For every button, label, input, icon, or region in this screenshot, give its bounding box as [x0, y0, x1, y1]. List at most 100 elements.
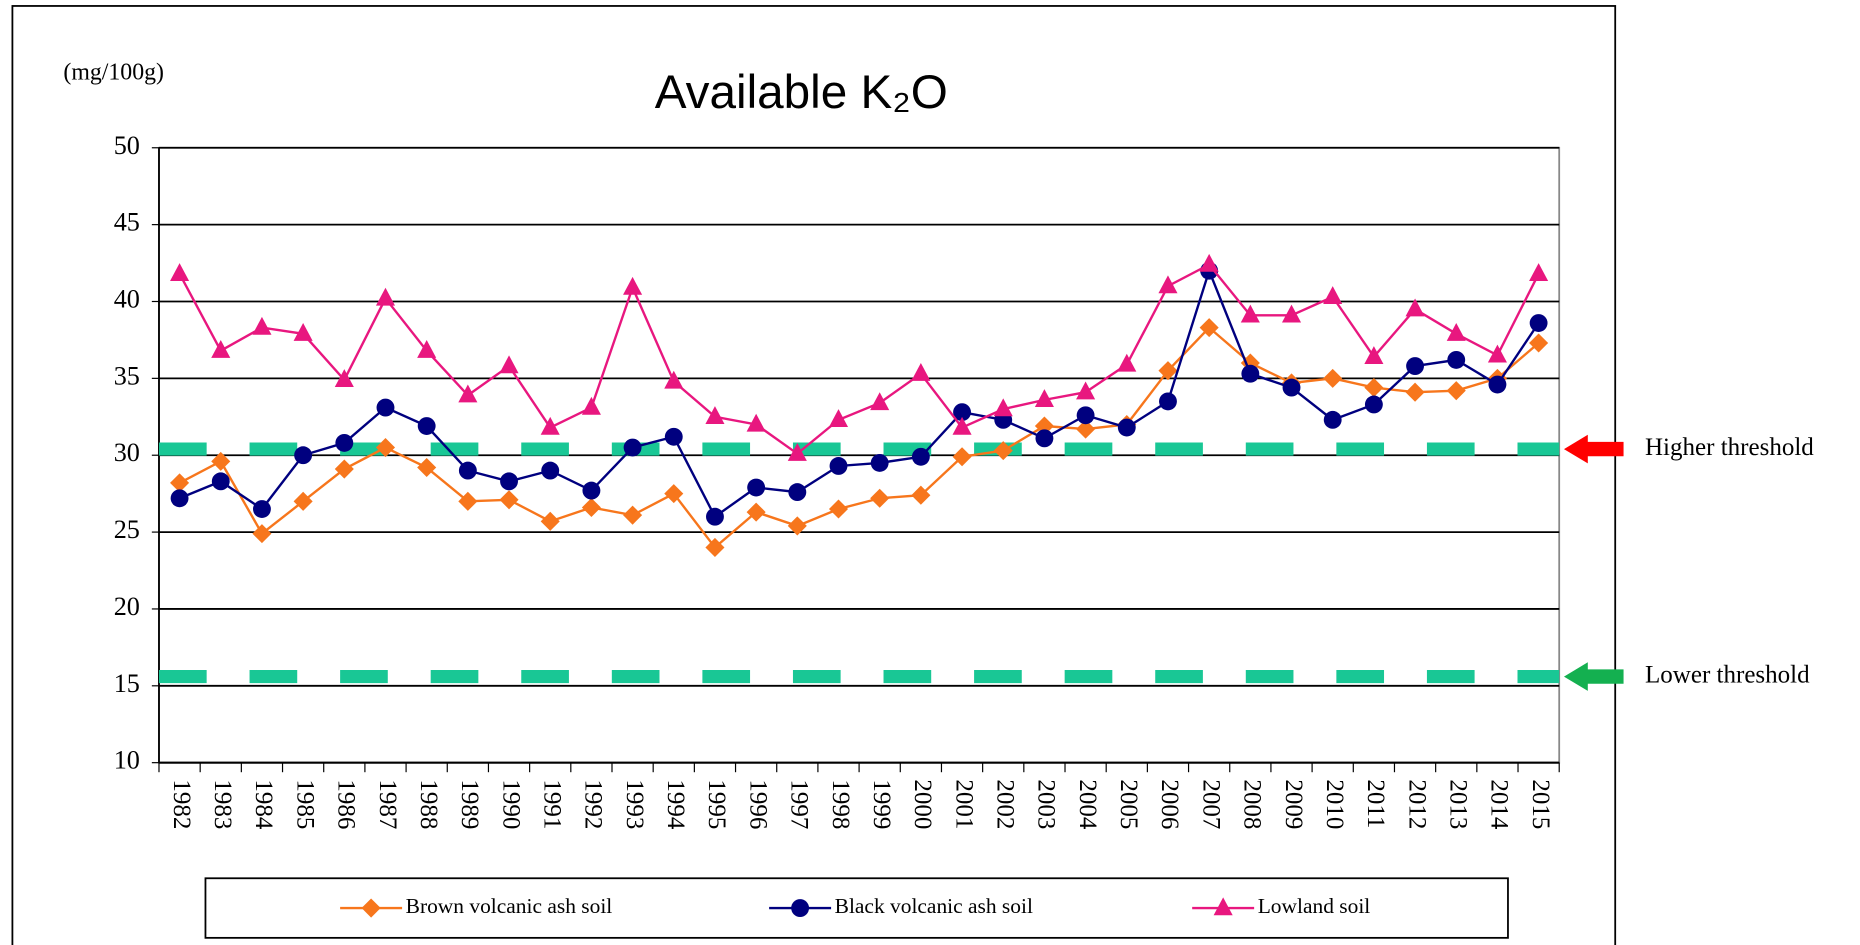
data-point	[376, 398, 395, 417]
data-point	[828, 409, 849, 428]
x-tick-label: 1985	[291, 779, 318, 829]
x-tick-label: 1993	[621, 779, 648, 829]
data-point	[1159, 392, 1177, 411]
x-tick-label: 1991	[538, 779, 565, 829]
legend-label: Lowland soil	[1258, 894, 1371, 918]
x-tick-label: 1994	[662, 779, 689, 830]
data-point	[1323, 410, 1342, 429]
data-point	[1241, 364, 1260, 383]
data-point	[664, 427, 683, 446]
data-point	[294, 446, 313, 465]
y-unit: (mg/100g)	[63, 59, 164, 85]
data-point	[293, 491, 313, 511]
y-tick-label: 20	[114, 592, 140, 621]
data-point	[500, 472, 518, 491]
data-point	[787, 442, 807, 461]
data-point	[1282, 378, 1301, 397]
data-point	[911, 485, 931, 505]
x-tick-label: 2004	[1074, 779, 1101, 830]
data-point	[705, 537, 725, 557]
data-point	[499, 355, 519, 374]
x-tick-label: 1989	[456, 779, 483, 829]
data-point	[1323, 368, 1343, 388]
data-point	[1529, 263, 1549, 281]
data-point	[540, 511, 560, 531]
y-tick-label: 10	[114, 746, 140, 775]
x-tick-label: 2002	[992, 779, 1019, 829]
data-point	[541, 461, 560, 480]
data-point	[747, 478, 766, 497]
data-point	[623, 505, 643, 525]
chart-title: Available K₂O	[655, 66, 948, 119]
data-point	[1364, 346, 1384, 364]
data-point	[1529, 314, 1548, 332]
series-line	[178, 263, 1540, 456]
legend-marker	[1213, 897, 1233, 916]
data-point	[417, 417, 436, 435]
y-tick-label: 50	[114, 131, 140, 160]
x-tick-label: 1987	[374, 779, 401, 829]
data-point	[458, 384, 478, 403]
y-tick-label: 40	[114, 285, 140, 314]
data-point	[952, 416, 972, 435]
y-tick-label: 45	[114, 208, 140, 237]
x-tick-label: 1990	[497, 779, 524, 829]
data-point	[252, 524, 272, 544]
data-point	[211, 472, 230, 491]
x-tick-label: 2014	[1486, 779, 1513, 830]
x-tick-label: 1988	[415, 779, 442, 829]
data-point	[1035, 429, 1054, 448]
series-line	[179, 267, 1540, 519]
data-point	[1487, 344, 1507, 363]
data-point	[499, 490, 519, 510]
data-point	[829, 457, 848, 475]
data-point	[1406, 357, 1425, 375]
data-point	[211, 339, 231, 358]
data-point	[993, 398, 1013, 417]
x-tick-label: 1983	[209, 779, 236, 829]
data-point	[1364, 378, 1384, 398]
data-point	[293, 323, 313, 341]
data-point	[334, 369, 354, 388]
data-point	[911, 447, 930, 466]
data-point	[664, 484, 684, 504]
data-point	[1158, 361, 1178, 381]
x-tick-label: 1996	[744, 779, 771, 829]
data-point	[1199, 253, 1219, 272]
data-point	[417, 457, 437, 478]
data-point	[870, 392, 890, 411]
data-point	[911, 363, 931, 381]
x-tick-label: 2008	[1239, 779, 1266, 829]
data-point	[623, 438, 642, 457]
data-point	[1117, 353, 1137, 372]
data-point	[664, 370, 684, 389]
legend-label: Black volcanic ash soil	[835, 894, 1033, 918]
data-point	[788, 483, 807, 502]
x-tick-label: 2006	[1156, 779, 1183, 829]
x-tick-label: 2005	[1115, 779, 1142, 829]
data-point	[1446, 381, 1466, 401]
x-tick-label: 1995	[703, 779, 730, 829]
data-point	[1405, 298, 1425, 317]
legend-marker	[791, 899, 810, 917]
x-tick-label: 1997	[786, 779, 813, 829]
x-tick-label: 1999	[868, 779, 895, 829]
data-point	[335, 433, 354, 452]
data-point	[1158, 275, 1178, 294]
x-tick-label: 2000	[909, 779, 936, 829]
data-point	[1446, 323, 1466, 341]
data-point	[1034, 389, 1054, 408]
data-point	[582, 481, 601, 500]
x-tick-label: 2007	[1197, 779, 1224, 829]
x-tick-label: 2011	[1362, 779, 1389, 828]
data-point	[458, 461, 477, 480]
x-tick-label: 2009	[1280, 779, 1307, 829]
x-tick-label: 2013	[1445, 779, 1472, 829]
data-point	[581, 497, 601, 518]
x-tick-label: 2003	[1033, 779, 1060, 829]
x-tick-label: 2010	[1321, 779, 1348, 829]
series-line	[179, 325, 1540, 550]
data-point	[705, 406, 725, 424]
data-point	[706, 507, 724, 526]
x-tick-label: 2012	[1403, 779, 1430, 829]
